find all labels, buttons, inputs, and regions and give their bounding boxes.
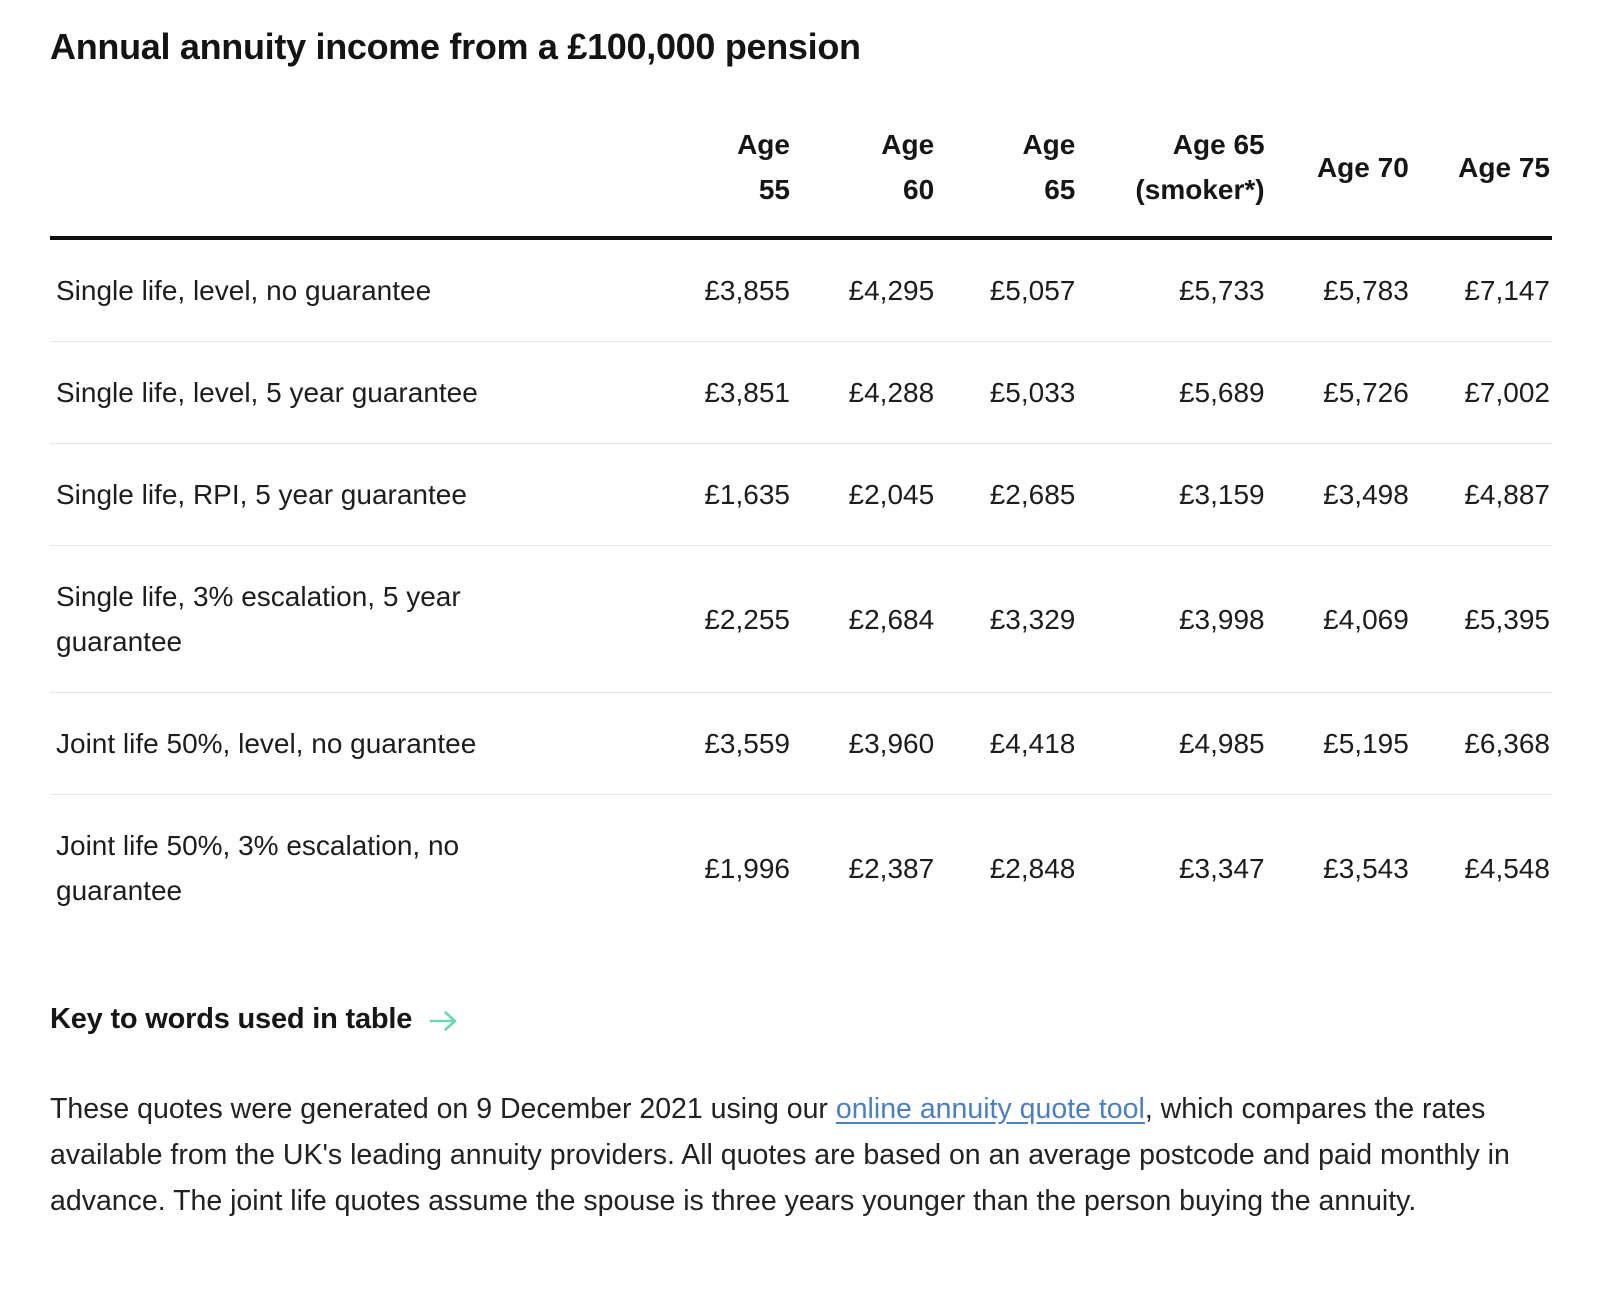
page: Annual annuity income from a £100,000 pe…	[50, 26, 1552, 1224]
cell-value: £1,996	[704, 852, 790, 884]
cell-value: £3,851	[704, 377, 790, 408]
cell-value: £5,783	[1323, 275, 1409, 306]
row-label: Single life, RPI, 5 year guarantee	[56, 479, 467, 510]
column-header-age-65-smoker: Age 65 (smoker*)	[1077, 122, 1267, 240]
cell-value: £4,418	[989, 728, 1076, 759]
footer-note: These quotes were generated on 9 Decembe…	[50, 1086, 1552, 1224]
column-header-age-55: Age 55	[605, 122, 792, 240]
cell-value: £2,387	[848, 852, 935, 884]
column-header-label: Age	[737, 129, 790, 160]
row-label: Single life, level, no guarantee	[56, 275, 432, 306]
table-row: Single life, 3% escalation, 5 year guara…	[50, 545, 1552, 693]
cell-value: £3,347	[1178, 852, 1265, 884]
column-header-age-65: Age 65	[936, 122, 1078, 240]
cell-value: £5,726	[1323, 377, 1409, 408]
cell-value: £3,998	[1178, 603, 1265, 635]
row-label: Joint life 50%, level, no guarantee	[56, 728, 477, 759]
cell-value: £7,002	[1464, 377, 1550, 408]
table-row: Single life, level, no guarantee £3,855 …	[50, 238, 1552, 342]
cell-value: £3,855	[704, 275, 790, 306]
cell-value: £5,733	[1178, 275, 1265, 306]
cell-value: £6,368	[1464, 728, 1550, 759]
column-header-label: 55	[758, 174, 790, 205]
cell-value: £2,685	[989, 479, 1076, 510]
cell-value: £4,288	[848, 377, 935, 408]
table-row: Single life, RPI, 5 year guarantee £1,63…	[50, 443, 1552, 546]
cell-value: £5,033	[989, 377, 1076, 408]
key-to-words-link[interactable]: Key to words used in table	[50, 1003, 460, 1036]
column-header-label: Age 65	[1172, 129, 1265, 160]
cell-value: £5,057	[989, 275, 1076, 306]
column-header-label: (smoker*)	[1135, 174, 1265, 205]
cell-value: £5,195	[1323, 728, 1409, 759]
column-header-label: 60	[903, 174, 935, 205]
cell-value: £3,559	[704, 728, 790, 759]
cell-value: £2,045	[848, 479, 935, 510]
table-row: Single life, level, 5 year guarantee £3,…	[50, 341, 1552, 444]
header-row: Age 55 Age 60 Age 65 Age 65 (smoker*) Ag…	[50, 122, 1552, 240]
cell-value: £5,689	[1178, 377, 1265, 408]
cell-value: £1,635	[704, 479, 790, 510]
column-header-label: Age 75	[1458, 151, 1550, 183]
cell-value: £3,543	[1323, 852, 1409, 884]
cell-value: £4,887	[1464, 479, 1550, 510]
column-header-label: Age	[1022, 129, 1076, 160]
annuity-table: Age 55 Age 60 Age 65 Age 65 (smoker*) Ag…	[50, 122, 1552, 941]
cell-value: £3,329	[989, 603, 1076, 635]
cell-value: £4,069	[1323, 603, 1409, 635]
column-header-age-60: Age 60	[791, 122, 937, 240]
cell-value: £3,159	[1178, 479, 1265, 510]
table-row: Joint life 50%, level, no guarantee £3,5…	[50, 692, 1552, 795]
annuity-quote-tool-link[interactable]: online annuity quote tool	[835, 1093, 1145, 1125]
table-row: Joint life 50%, 3% escalation, no guaran…	[50, 794, 1552, 942]
column-header-empty	[50, 122, 606, 240]
column-header-age-75: Age 75	[1410, 122, 1552, 240]
cell-value: £2,684	[848, 603, 935, 635]
footer-text-after: , which compares the rates available fro…	[50, 1093, 1510, 1217]
column-header-age-70: Age 70	[1266, 122, 1411, 240]
cell-value: £4,295	[848, 275, 935, 306]
column-header-label: 65	[1044, 174, 1076, 205]
cell-value: £7,147	[1464, 275, 1550, 306]
cell-value: £3,960	[848, 728, 935, 759]
column-header-label: Age	[881, 129, 935, 160]
cell-value: £2,255	[704, 603, 790, 635]
footer-text-before: These quotes were generated on 9 Decembe…	[50, 1093, 836, 1125]
key-link-label: Key to words used in table	[50, 1003, 413, 1035]
page-title: Annual annuity income from a £100,000 pe…	[50, 26, 861, 67]
cell-value: £3,498	[1323, 479, 1409, 510]
cell-value: £4,548	[1464, 852, 1550, 884]
cell-value: £5,395	[1464, 603, 1550, 635]
arrow-right-icon	[428, 1005, 460, 1034]
column-header-label: Age 70	[1316, 151, 1409, 183]
row-label: Single life, 3% escalation, 5 year guara…	[56, 581, 461, 657]
cell-value: £4,985	[1178, 728, 1265, 759]
cell-value: £2,848	[989, 852, 1076, 884]
row-label: Joint life 50%, 3% escalation, no guaran…	[56, 830, 460, 906]
row-label: Single life, level, 5 year guarantee	[56, 377, 478, 408]
